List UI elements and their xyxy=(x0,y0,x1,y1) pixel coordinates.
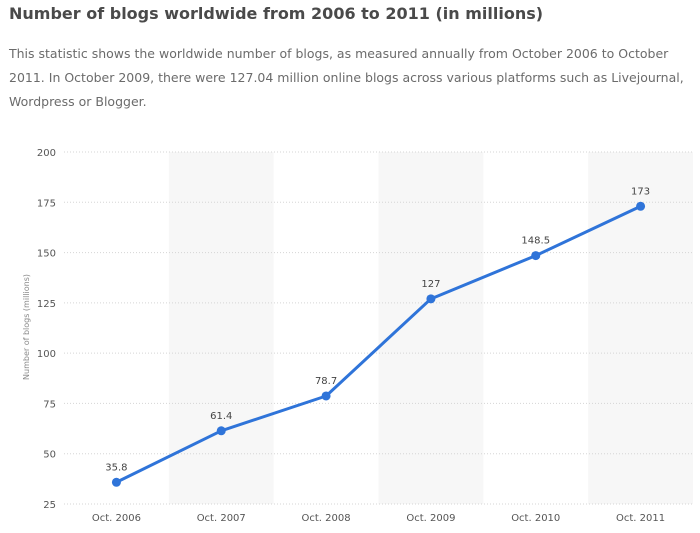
y-axis-label: Number of blogs (millions) xyxy=(22,274,31,380)
data-label: 173 xyxy=(631,186,650,197)
chart-title: Number of blogs worldwide from 2006 to 2… xyxy=(9,4,544,23)
data-point[interactable] xyxy=(636,201,646,211)
data-point[interactable] xyxy=(216,426,226,436)
data-label: 127 xyxy=(421,279,440,290)
data-label: 61.4 xyxy=(210,411,232,422)
data-point[interactable] xyxy=(426,294,436,304)
y-tick-label: 25 xyxy=(43,500,56,511)
y-tick-label: 175 xyxy=(37,198,56,209)
x-tick-label: Oct. 2006 xyxy=(92,513,141,524)
y-tick-label: 125 xyxy=(37,299,56,310)
x-tick-label: Oct. 2007 xyxy=(197,513,246,524)
x-tick-label: Oct. 2009 xyxy=(406,513,455,524)
x-tick-label: Oct. 2011 xyxy=(616,513,665,524)
category-band xyxy=(168,152,274,504)
y-tick-label: 200 xyxy=(37,148,56,159)
data-point[interactable] xyxy=(111,477,121,487)
data-label: 35.8 xyxy=(105,462,127,473)
data-point[interactable] xyxy=(321,391,331,401)
y-tick-label: 100 xyxy=(37,349,56,360)
category-band xyxy=(378,152,484,504)
data-point[interactable] xyxy=(531,251,541,261)
y-tick-label: 50 xyxy=(43,450,56,461)
chart-description: This statistic shows the worldwide numbe… xyxy=(9,46,684,109)
data-label: 148.5 xyxy=(521,236,550,247)
y-tick-label: 75 xyxy=(43,399,56,410)
x-tick-label: Oct. 2010 xyxy=(511,513,560,524)
series-line xyxy=(114,204,643,484)
y-tick-label: 150 xyxy=(37,249,56,260)
x-tick-label: Oct. 2008 xyxy=(302,513,351,524)
data-label: 78.7 xyxy=(315,376,337,387)
